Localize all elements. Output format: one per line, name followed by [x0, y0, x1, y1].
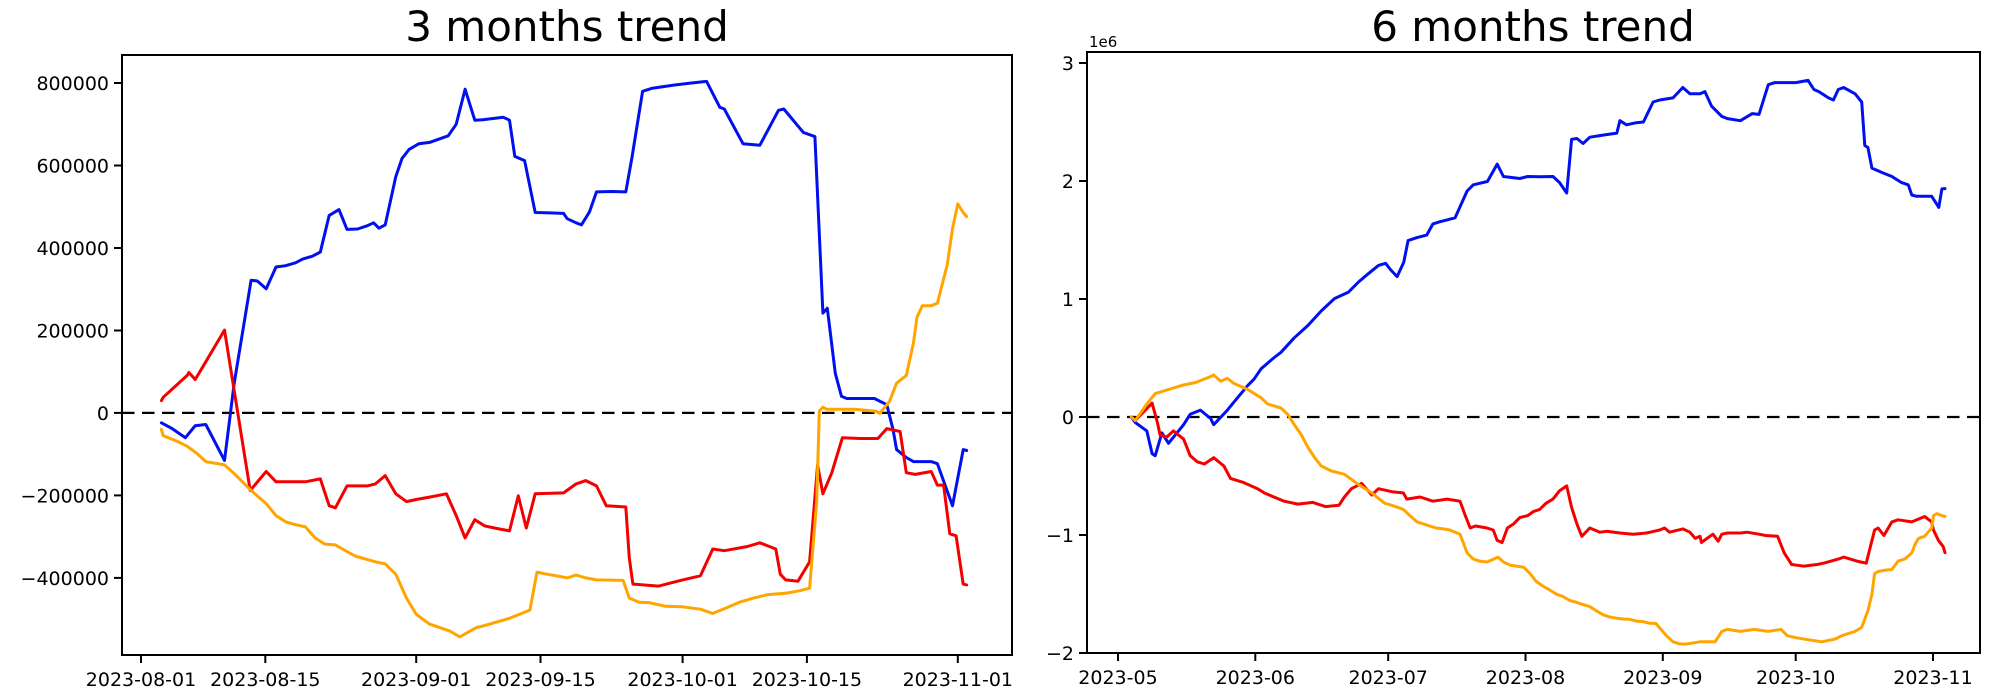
x-tick-label: 2023-10 [1756, 667, 1835, 689]
x-tick-label: 2023-10-01 [627, 669, 737, 691]
y-tick-label: 800000 [36, 73, 109, 95]
x-tick-label: 2023-11 [1893, 667, 1972, 689]
y-tick-label: 3 [1062, 53, 1074, 75]
series-blue-line [159, 79, 969, 508]
y-tick-label: 600000 [36, 156, 109, 178]
left-chart-title: 3 months trend [405, 2, 729, 51]
x-tick-label: 2023-09-01 [361, 669, 471, 691]
x-tick-label: 2023-05 [1078, 667, 1157, 689]
y-tick-label: 2 [1062, 171, 1074, 193]
x-tick-label: 2023-07 [1349, 667, 1428, 689]
x-tick-label: 2023-09 [1623, 667, 1702, 689]
series-red-line [159, 328, 969, 588]
x-tick-label: 2023-08-01 [86, 669, 196, 691]
y-tick-label: −2 [1046, 643, 1074, 665]
series-blue-line [1129, 78, 1947, 458]
series-orange-line [1129, 373, 1947, 646]
x-tick-label: 2023-08-15 [210, 669, 320, 691]
axes-frame [1086, 51, 1981, 654]
y-tick-label: −400000 [21, 568, 109, 590]
x-tick-label: 2023-09-15 [485, 669, 595, 691]
y-axis-offset-label: 1e6 [1089, 33, 1118, 51]
y-tick-label: 400000 [36, 238, 109, 260]
series-red-line [1129, 401, 1947, 568]
y-tick-label: 200000 [36, 321, 109, 343]
y-tick-label: −200000 [21, 485, 109, 507]
x-tick-label: 2023-06 [1216, 667, 1295, 689]
right-chart-title: 6 months trend [1371, 2, 1695, 51]
y-tick-label: 0 [1062, 407, 1074, 429]
x-tick-label: 2023-08 [1486, 667, 1565, 689]
axes-frame [121, 54, 1013, 656]
chart-2-axes: 2023-05 2023-06 2023-07 2023-08 2023-09 2023-… [1046, 51, 1981, 689]
x-tick-label: 2023-10-15 [752, 669, 862, 691]
y-tick-label: −1 [1046, 525, 1074, 547]
chart-1-axes: 2023-08-01 2023-08-15 2023-09-01 2023-09-15… [21, 54, 1013, 691]
series-orange-line [159, 202, 969, 639]
y-tick-label: 0 [97, 403, 109, 425]
x-tick-label: 2023-11-01 [903, 669, 1013, 691]
y-tick-label: 1 [1062, 289, 1074, 311]
